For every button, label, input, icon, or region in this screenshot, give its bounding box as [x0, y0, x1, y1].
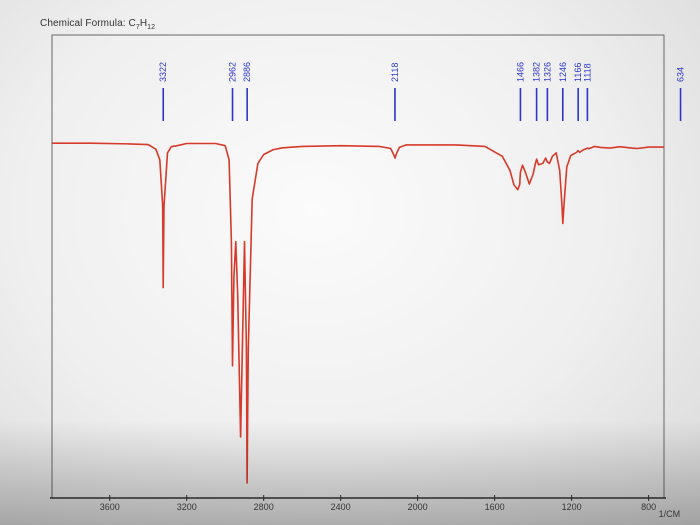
- x-tick-label: 1600: [485, 502, 505, 512]
- peak-label: 1326: [542, 62, 552, 82]
- plot-frame: [51, 34, 665, 499]
- peak-label: 1166: [573, 63, 583, 82]
- peak-label: 2118: [390, 63, 400, 82]
- chemical-formula: Chemical Formula: C7H12: [40, 18, 155, 31]
- x-tick-label: 800: [641, 502, 656, 512]
- peak-label: 1246: [558, 62, 568, 82]
- x-axis-ticks: 3600 3200 2800 2400 2000 1600 1200 800: [100, 495, 656, 512]
- x-tick-label: 1200: [562, 502, 582, 512]
- x-tick-label: 2000: [408, 502, 428, 512]
- peak-label: 1118: [582, 63, 592, 82]
- x-tick-label: 3200: [177, 502, 197, 512]
- peak-label: 3322: [158, 62, 168, 82]
- x-tick-label: 2800: [254, 502, 274, 512]
- peak-label: 1466: [515, 62, 525, 82]
- formula-prefix: Chemical Formula: C: [40, 18, 136, 29]
- formula-hydrogen-count: 12: [147, 24, 156, 31]
- peak-label: 1382: [532, 62, 542, 82]
- peak-label: 2962: [228, 62, 238, 82]
- peak-label: 2886: [242, 62, 252, 82]
- x-axis-unit-label: 1/CM: [659, 509, 681, 519]
- formula-carbon-count: 7: [135, 24, 140, 31]
- spectrum-line: [52, 142, 664, 484]
- x-tick-label: 3600: [100, 502, 120, 512]
- x-tick-label: 2400: [331, 502, 351, 512]
- peak-labels: 3322 2962 2886 2118 1466 1382 1326 1246 1166 1118…: [158, 62, 686, 121]
- formula-hydrogen: H: [139, 18, 148, 29]
- peak-label: 634: [676, 67, 686, 82]
